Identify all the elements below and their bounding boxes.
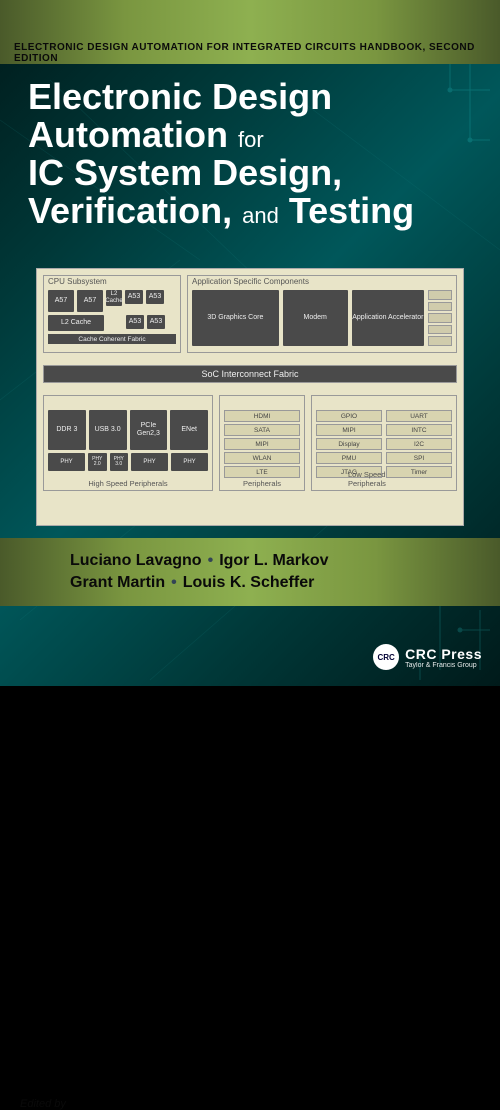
- periph-block: DDR 3: [48, 410, 86, 450]
- peripherals-mid: HDMI SATA MIPI WLAN LTE Peripherals: [219, 395, 305, 491]
- title-line-3: IC System Design,: [28, 154, 472, 192]
- periph-slot: SATA: [224, 424, 300, 436]
- editors-row-1: Luciano Lavagno•Igor L. Markov: [70, 552, 500, 570]
- cpu-block: A57: [77, 290, 103, 312]
- cpu-block: A53: [146, 290, 164, 304]
- publisher: CRC CRC Press Taylor & Francis Group: [373, 644, 482, 670]
- memory-strip: [428, 290, 452, 346]
- cpu-block: L2 Cache: [48, 315, 104, 331]
- periph-slot: WLAN: [224, 452, 300, 464]
- soc-interconnect: SoC Interconnect Fabric: [43, 365, 457, 383]
- editor-name: Luciano Lavagno: [70, 552, 202, 569]
- panel-label: CPU Subsystem: [48, 277, 107, 286]
- edited-by-label: Edited by: [20, 1098, 66, 1110]
- periph-slot: GPIO: [316, 410, 382, 422]
- high-speed-peripherals: DDR 3 USB 3.0 PCIe Gen2,3 ENet PHY PHY 2…: [43, 395, 213, 491]
- low-speed-peripherals: GPIO MIPI Display PMU JTAG UART INTC I2C…: [311, 395, 457, 491]
- publisher-logo-icon: CRC: [373, 644, 399, 670]
- phy-block: PHY: [131, 453, 168, 471]
- panel-label: High Speed Peripherals: [88, 479, 167, 488]
- editors-row-2: Grant Martin•Louis K. Scheffer: [70, 574, 500, 592]
- cpu-block: L2 Cache: [106, 290, 122, 306]
- periph-slot: SPI: [386, 452, 452, 464]
- phy-block: PHY 2.0: [88, 453, 107, 471]
- title-line-1: Electronic Design: [28, 78, 472, 116]
- top-accent-bar: [0, 0, 500, 32]
- periph-block: USB 3.0: [89, 410, 127, 450]
- periph-block: PCIe Gen2,3: [130, 410, 168, 450]
- cpu-block: A53: [147, 315, 165, 329]
- periph-slot: PMU: [316, 452, 382, 464]
- title-word: Testing: [289, 190, 414, 231]
- app-specific-panel: Application Specific Components 3D Graph…: [187, 275, 457, 353]
- series-header: Electronic Design Automation for Integra…: [0, 32, 500, 64]
- periph-slot: INTC: [386, 424, 452, 436]
- editor-name: Louis K. Scheffer: [183, 574, 315, 591]
- asc-block: Application Accelerator: [352, 290, 424, 346]
- periph-slot: UART: [386, 410, 452, 422]
- title-line-2: Automation for: [28, 116, 472, 154]
- editor-name: Igor L. Markov: [219, 552, 328, 569]
- title-line-4: Verification, and Testing: [28, 191, 472, 231]
- asc-block: 3D Graphics Core: [192, 290, 279, 346]
- asc-block: Modem: [283, 290, 348, 346]
- cpu-block: A53: [126, 315, 144, 329]
- cpu-block: A57: [48, 290, 74, 312]
- periph-slot: MIPI: [316, 424, 382, 436]
- panel-label: Peripherals: [243, 479, 281, 488]
- panel-label: Application Specific Components: [192, 277, 309, 286]
- book-cover: Electronic Design Automation for Integra…: [0, 0, 500, 686]
- periph-slot: LTE: [224, 466, 300, 478]
- periph-slot: HDMI: [224, 410, 300, 422]
- cpu-block: A53: [125, 290, 143, 304]
- periph-slot: Display: [316, 438, 382, 450]
- cache-fabric: Cache Coherent Fabric: [48, 334, 176, 344]
- cpu-subsystem-panel: CPU Subsystem A57 A57 L2 Cache A53 A53 L…: [43, 275, 181, 353]
- periph-slot: I2C: [386, 438, 452, 450]
- publisher-name: CRC Press: [405, 646, 482, 662]
- editors-bar: Edited by Luciano Lavagno•Igor L. Markov…: [0, 538, 500, 606]
- periph-block: ENet: [170, 410, 208, 450]
- title-word: Automation: [28, 114, 228, 155]
- book-title: Electronic Design Automation for IC Syst…: [28, 78, 472, 231]
- phy-block: PHY 3.0: [110, 453, 129, 471]
- phy-block: PHY: [48, 453, 85, 471]
- periph-slot: MIPI: [224, 438, 300, 450]
- editor-name: Grant Martin: [70, 574, 165, 591]
- title-word-small: for: [238, 127, 264, 152]
- title-word-small: and: [242, 203, 279, 228]
- publisher-subtitle: Taylor & Francis Group: [405, 662, 482, 669]
- phy-block: PHY: [171, 453, 208, 471]
- title-word: Verification,: [28, 190, 232, 231]
- panel-label: Low Speed Peripherals: [348, 470, 420, 488]
- soc-block-diagram: CPU Subsystem A57 A57 L2 Cache A53 A53 L…: [36, 268, 464, 526]
